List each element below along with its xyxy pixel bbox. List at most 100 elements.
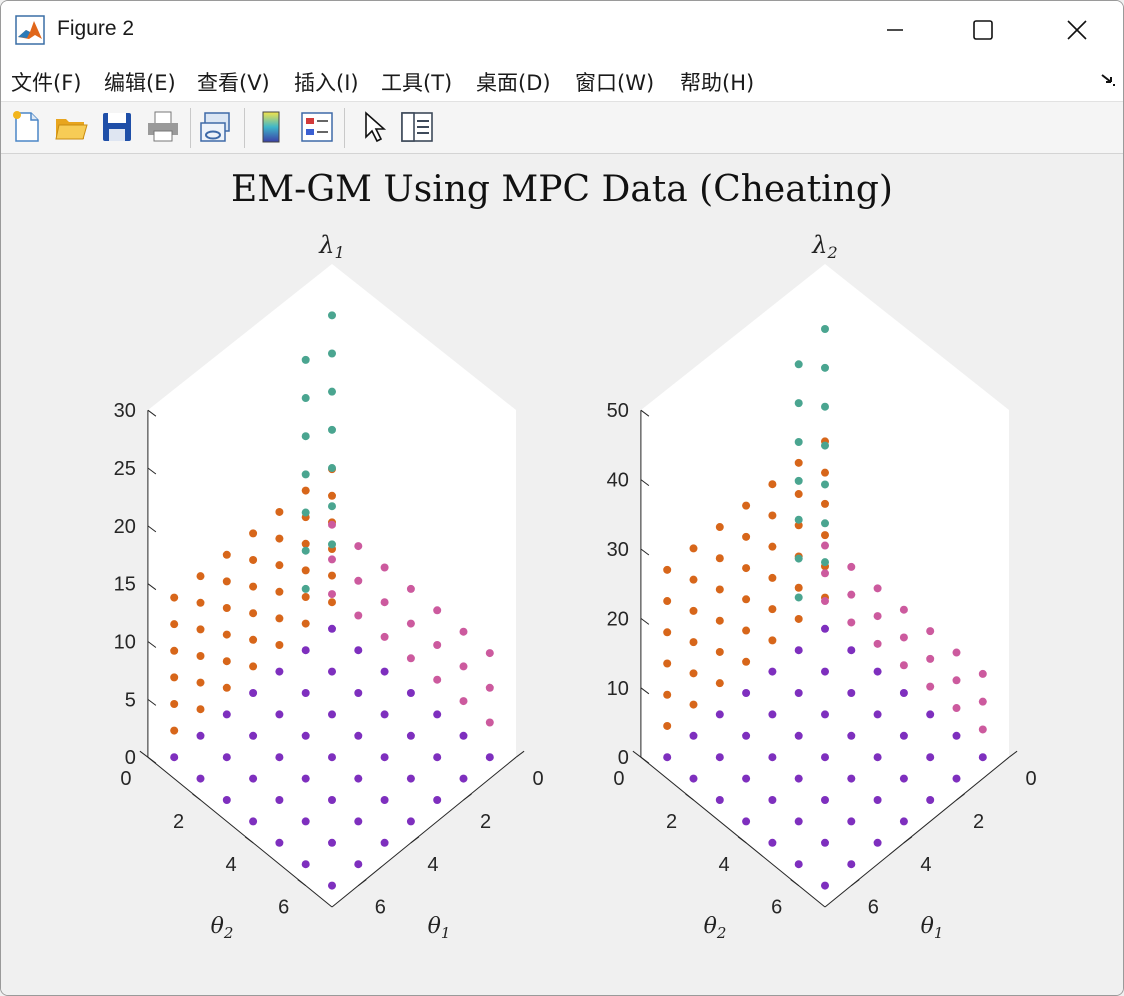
z-tick [640, 548, 650, 556]
data-point [821, 480, 829, 489]
x-tick-label: 2 [973, 811, 984, 833]
data-point [794, 458, 803, 467]
data-point [328, 311, 336, 320]
data-point [328, 710, 336, 719]
toolbar [1, 102, 1123, 154]
data-point [301, 774, 310, 783]
data-point [794, 860, 803, 869]
dock-arrow-icon[interactable] [1099, 71, 1117, 89]
data-point [794, 583, 803, 592]
data-point [952, 704, 961, 713]
xlabel: θ1 [428, 914, 451, 942]
data-point [978, 753, 987, 762]
data-point [794, 438, 803, 446]
menu-insert[interactable]: 插入(I) [294, 71, 359, 95]
data-point [301, 432, 310, 441]
data-point [301, 470, 310, 479]
data-point [222, 796, 231, 804]
data-point [328, 520, 336, 529]
data-point [847, 731, 856, 740]
data-point [821, 753, 829, 762]
x-tick [515, 750, 525, 758]
data-point [196, 572, 205, 581]
colorbar-icon[interactable] [253, 109, 289, 145]
y-tick [297, 879, 307, 886]
data-point [459, 662, 468, 671]
z-tick [640, 479, 650, 487]
x-tick [410, 836, 420, 844]
x-tick-label: 2 [480, 811, 491, 833]
close-button[interactable] [1037, 3, 1117, 57]
data-point [899, 605, 908, 614]
print-icon[interactable] [145, 109, 181, 145]
data-point [301, 539, 310, 548]
x-tick [1008, 750, 1018, 758]
x-tick [850, 879, 860, 886]
data-point [821, 519, 829, 528]
data-point [926, 796, 935, 804]
data-point [821, 881, 829, 890]
data-point [485, 649, 494, 658]
data-point [328, 491, 336, 500]
data-point [873, 796, 882, 804]
y-tick [685, 793, 694, 801]
data-point [301, 584, 310, 593]
menu-edit[interactable]: 编辑(E) [104, 71, 176, 95]
data-point [847, 860, 856, 869]
data-point [821, 531, 829, 540]
save-icon[interactable] [99, 109, 135, 145]
subplot-lambda1[interactable]: 0 5 10 15 20 25 30 0 2 4 6 0 2 4 6 λ1 θ1 θ2 [114, 231, 544, 942]
ylabel: θ2 [211, 914, 234, 942]
ylabel: θ2 [704, 914, 727, 942]
menu-help[interactable]: 帮助(H) [680, 71, 755, 95]
new-figure-icon[interactable] [9, 109, 45, 145]
data-point [794, 614, 803, 623]
menu-tools[interactable]: 工具(T) [381, 71, 453, 95]
data-point [328, 349, 336, 358]
menu-view[interactable]: 查看(V) [197, 71, 270, 95]
data-point [821, 597, 829, 606]
data-point [328, 796, 336, 804]
data-point [249, 731, 258, 740]
y-tick [790, 879, 800, 886]
data-point [275, 667, 284, 676]
menu-window[interactable]: 窗口(W) [575, 71, 655, 95]
x-tick-label: 6 [868, 897, 879, 919]
data-point [689, 669, 698, 678]
y-tick-label: 0 [613, 768, 624, 790]
open-folder-icon[interactable] [53, 109, 89, 145]
y-tick-label: 2 [666, 811, 677, 833]
y-tick [192, 793, 201, 801]
data-point [301, 860, 310, 869]
subplot-lambda2[interactable]: 0 10 20 30 40 50 0 2 4 6 0 2 4 6 λ2 θ1 θ2 [607, 231, 1037, 942]
data-point [406, 654, 415, 663]
y-tick-label: 4 [719, 854, 730, 876]
data-point [196, 774, 205, 783]
data-point [663, 565, 672, 574]
data-point [821, 363, 829, 372]
y-tick [632, 750, 642, 758]
link-plot-icon[interactable] [199, 109, 235, 145]
data-point [821, 441, 829, 450]
z-tick-label: 15 [114, 574, 136, 596]
data-point [715, 796, 724, 804]
data-point [275, 838, 284, 847]
maximize-button[interactable] [943, 3, 1023, 57]
axes-title: λ2 [811, 231, 837, 262]
data-point [459, 731, 468, 740]
menu-file[interactable]: 文件(F) [11, 71, 82, 95]
y-tick-label: 2 [173, 811, 184, 833]
x-tick-label: 6 [375, 897, 386, 919]
menu-desktop[interactable]: 桌面(D) [476, 71, 551, 95]
property-inspector-icon[interactable] [399, 109, 435, 145]
z-tick-label: 5 [125, 689, 136, 711]
data-point [926, 627, 935, 636]
data-point [222, 603, 231, 612]
data-point [794, 476, 803, 485]
edit-plot-arrow-icon[interactable] [356, 109, 392, 145]
legend-icon[interactable] [299, 109, 335, 145]
data-point [275, 753, 284, 762]
minimize-button[interactable] [855, 3, 935, 57]
z-tick-label: 40 [607, 470, 629, 492]
data-point [433, 641, 442, 649]
